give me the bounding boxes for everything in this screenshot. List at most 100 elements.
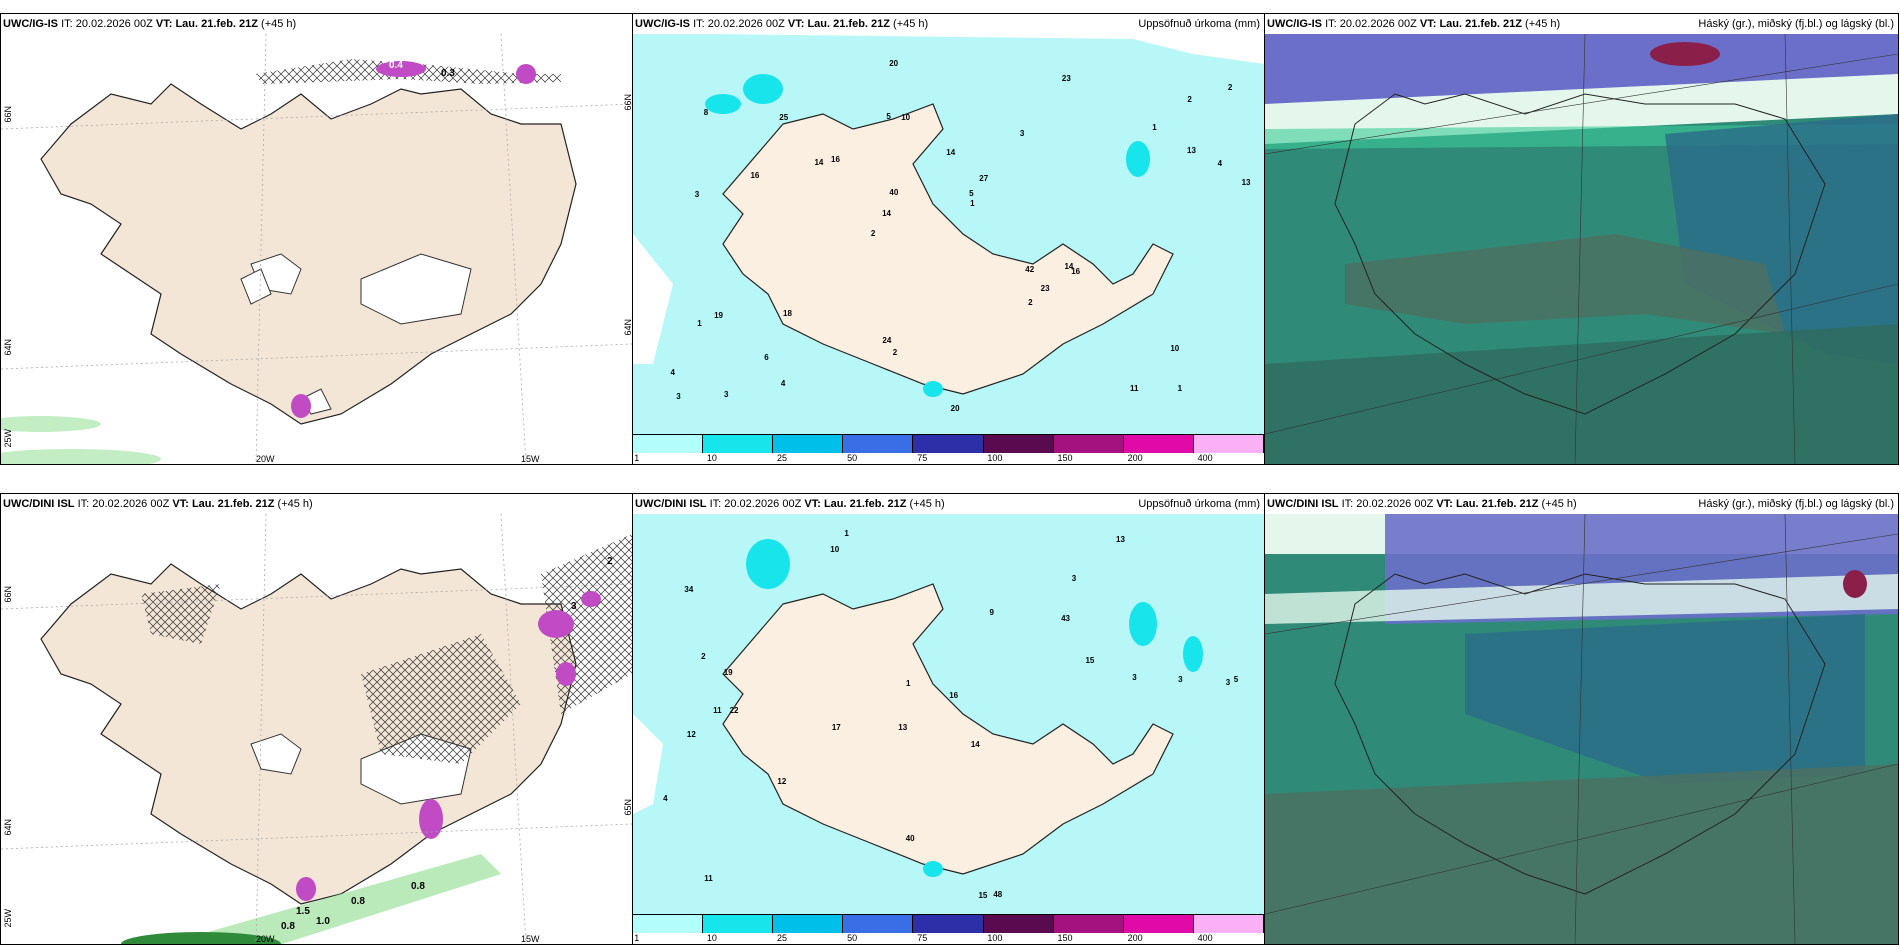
legend-tick-label: 200: [1127, 453, 1143, 463]
legend-tick-label: 150: [1057, 453, 1073, 463]
precip-value-label: 2: [1187, 95, 1192, 105]
precip-value-label: 3: [676, 392, 681, 401]
precip-value-label: 23: [1040, 283, 1050, 293]
legend-swatch: [843, 915, 914, 933]
precip-map: [633, 34, 1264, 434]
precip-value-label: 1: [697, 318, 702, 328]
axis-label-lat: 66N: [3, 106, 13, 123]
precip-value-label: 12: [686, 729, 696, 739]
legend-tick-label: 150: [1057, 933, 1073, 943]
precip-value-label: 13: [1116, 534, 1125, 544]
precip-value-label: 1: [906, 678, 911, 688]
precip-value-label: 15: [1085, 655, 1095, 665]
panel-header: UWC/IG-IS IT: 20.02.2026 00Z VT: Lau. 21…: [3, 18, 297, 30]
legend-swatch: [633, 915, 704, 933]
legend-swatch: [1053, 435, 1124, 453]
wind-map: 2 3 1.5 0.8 1.0 0.8 0.8: [1, 514, 632, 944]
legend-swatch: [773, 915, 844, 933]
precip-value-label: 34: [684, 584, 694, 594]
precip-value-label: 2: [1227, 82, 1233, 92]
precip-value-label: 10: [901, 112, 911, 122]
legend-swatch: [633, 435, 704, 453]
legend-tick-label: 50: [847, 453, 858, 463]
wind-value: 0.8: [281, 921, 295, 932]
cloud-map: [1265, 514, 1898, 944]
precip-value-label: 1: [1152, 123, 1157, 133]
axis-label-lon: 20W: [256, 454, 275, 464]
precip-value-label: 11: [704, 873, 713, 883]
wind-value: 3: [571, 601, 577, 612]
panel-dini-precip: UWC/DINI ISL IT: 20.02.2026 00Z VT: Lau.…: [632, 493, 1265, 945]
precip-value-label: 2: [701, 652, 706, 662]
legend-swatch: [703, 915, 774, 933]
precip-value-label: 13: [1187, 145, 1196, 155]
precip-value-label: 14: [970, 739, 980, 749]
legend-tick-label: 50: [847, 933, 858, 943]
wind-value: 1.0: [316, 916, 330, 927]
legend-tick-label: 10: [706, 453, 717, 463]
legend-swatch: [1193, 915, 1264, 933]
wind-value: 0.8: [411, 881, 425, 892]
legend-swatch: [1053, 915, 1124, 933]
panel-dini-wind: UWC/DINI ISL IT: 20.02.2026 00Z VT: Lau.…: [0, 493, 633, 945]
precip-value-label: 5: [969, 188, 974, 198]
legend-tick-label: 10: [706, 933, 717, 943]
precip-value-label: 3: [1178, 675, 1183, 685]
panel-title: Háský (gr.), miðský (fj.bl.) og lágský (…: [1698, 498, 1894, 510]
precip-value-label: 16: [1071, 267, 1081, 277]
legend-tick-label: 200: [1127, 933, 1143, 943]
wind-map: 0.4 0.3: [1, 34, 632, 464]
legend-swatch: [983, 435, 1054, 453]
precip-value-label: 8: [703, 108, 709, 118]
precip-value-label: 42: [1025, 264, 1035, 274]
panel-dini-clouds: UWC/DINI ISL IT: 20.02.2026 00Z VT: Lau.…: [1264, 493, 1899, 945]
precip-value-label: 14: [882, 208, 891, 218]
precip-value-label: 40: [905, 833, 915, 843]
legend-tick-label: 400: [1197, 453, 1213, 463]
legend-tick-label: 25: [777, 453, 788, 463]
precip-value-label: 14: [814, 157, 824, 167]
precip-value-label: 3: [1071, 573, 1077, 583]
panel-header: UWC/IG-IS IT: 20.02.2026 00Z VT: Lau. 21…: [1265, 14, 1898, 34]
wind-value: 2: [607, 556, 613, 567]
axis-label-lon: 15W: [521, 454, 540, 464]
precip-value-label: 27: [979, 174, 989, 184]
axis-label-lon: 20W: [256, 934, 275, 944]
cloud-map: [1265, 34, 1898, 464]
legend-tick-label: 75: [917, 453, 928, 463]
legend-tick-label: 1: [634, 453, 640, 463]
precip-map: [633, 514, 1264, 914]
panel-title: Uppsöfnuð úrkoma (mm): [1138, 498, 1260, 510]
legend-swatch: [1123, 435, 1194, 453]
precip-value-label: 2: [870, 229, 876, 239]
axis-label-lon: 25W: [3, 909, 13, 928]
legend-swatch: [913, 915, 984, 933]
precip-value-label: 15: [978, 890, 988, 900]
precip-value-label: 43: [1061, 614, 1070, 624]
precip-values-layer: 1 3 2 2 3 3 5 14 19 16 4 6 10 27 16 8 20 13 42 13 14 24 40 25 23…: [633, 34, 1264, 434]
wind-value: 0.8: [351, 896, 365, 907]
precip-value-label: 3: [1225, 678, 1231, 688]
precip-value-label: 17: [831, 722, 841, 732]
axis-label-lon: 25W: [3, 429, 13, 448]
precip-value-label: 10: [1170, 343, 1180, 353]
precip-value-label: 1: [1177, 384, 1183, 394]
precip-value-label: 11: [1129, 383, 1139, 393]
precip-value-label: 25: [779, 113, 789, 123]
precip-value-label: 19: [714, 311, 724, 321]
wind-value: 0.4: [389, 60, 403, 71]
precip-value-label: 16: [750, 171, 760, 181]
legend-swatch: [983, 915, 1054, 933]
legend-swatch: [1123, 915, 1194, 933]
precip-value-label: 3: [1132, 673, 1137, 683]
precip-value-label: 16: [831, 155, 840, 165]
precip-value-label: 3: [724, 390, 729, 400]
precip-legend: 1 10 25 50 75 100 150 200 400: [633, 434, 1264, 464]
legend-swatch: [1193, 435, 1264, 453]
precip-value-label: 18: [783, 309, 792, 319]
precip-value-label: 1: [844, 528, 849, 538]
precip-legend: 1 10 25 50 75 100 150 200 400: [633, 914, 1264, 944]
precip-value-label: 1: [970, 199, 975, 209]
precip-value-label: 11: [713, 706, 722, 716]
legend-swatch: [773, 435, 844, 453]
